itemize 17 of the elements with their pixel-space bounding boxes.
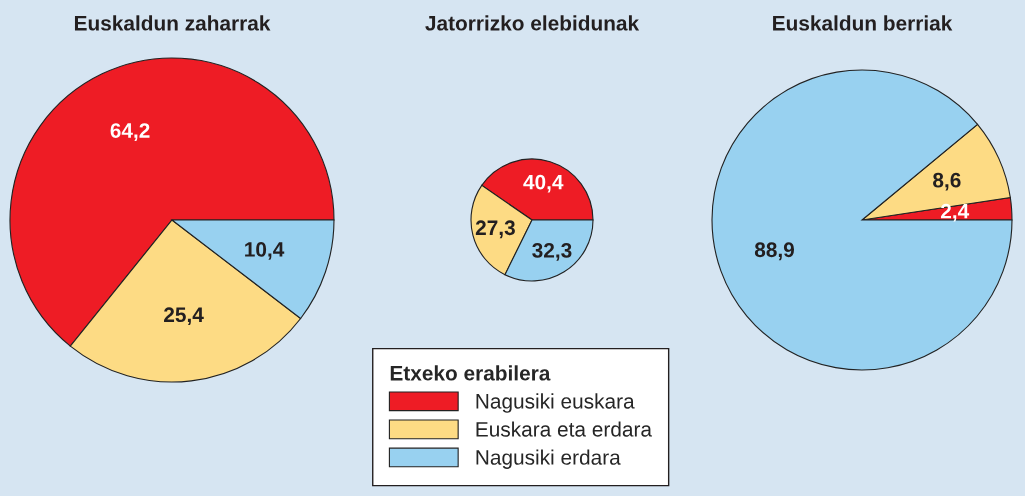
- data-label: 2,4: [940, 203, 970, 222]
- legend-title: Etxeko erabilera: [390, 365, 551, 381]
- data-label: 27,3: [475, 220, 515, 239]
- legend-label: Euskara eta erdara: [476, 421, 653, 437]
- data-label: 40,4: [523, 174, 564, 193]
- pie-slice: [711, 69, 1013, 371]
- data-label: 32,3: [532, 242, 572, 261]
- data-label: 10,4: [245, 242, 285, 260]
- legend-label: Nagusiki euskara: [476, 393, 635, 413]
- data-label: 8,6: [933, 172, 961, 191]
- data-label: 88,9: [754, 242, 795, 261]
- chart-title: Euskaldun berriak: [773, 15, 953, 31]
- chart-title: Euskaldun zaharrak: [74, 15, 271, 31]
- data-label: 25,4: [164, 307, 204, 326]
- legend-label: Nagusiki erdara: [476, 449, 621, 469]
- data-label: 64,2: [110, 123, 150, 141]
- chart-title: Jatorrizko elebidunak: [425, 15, 640, 31]
